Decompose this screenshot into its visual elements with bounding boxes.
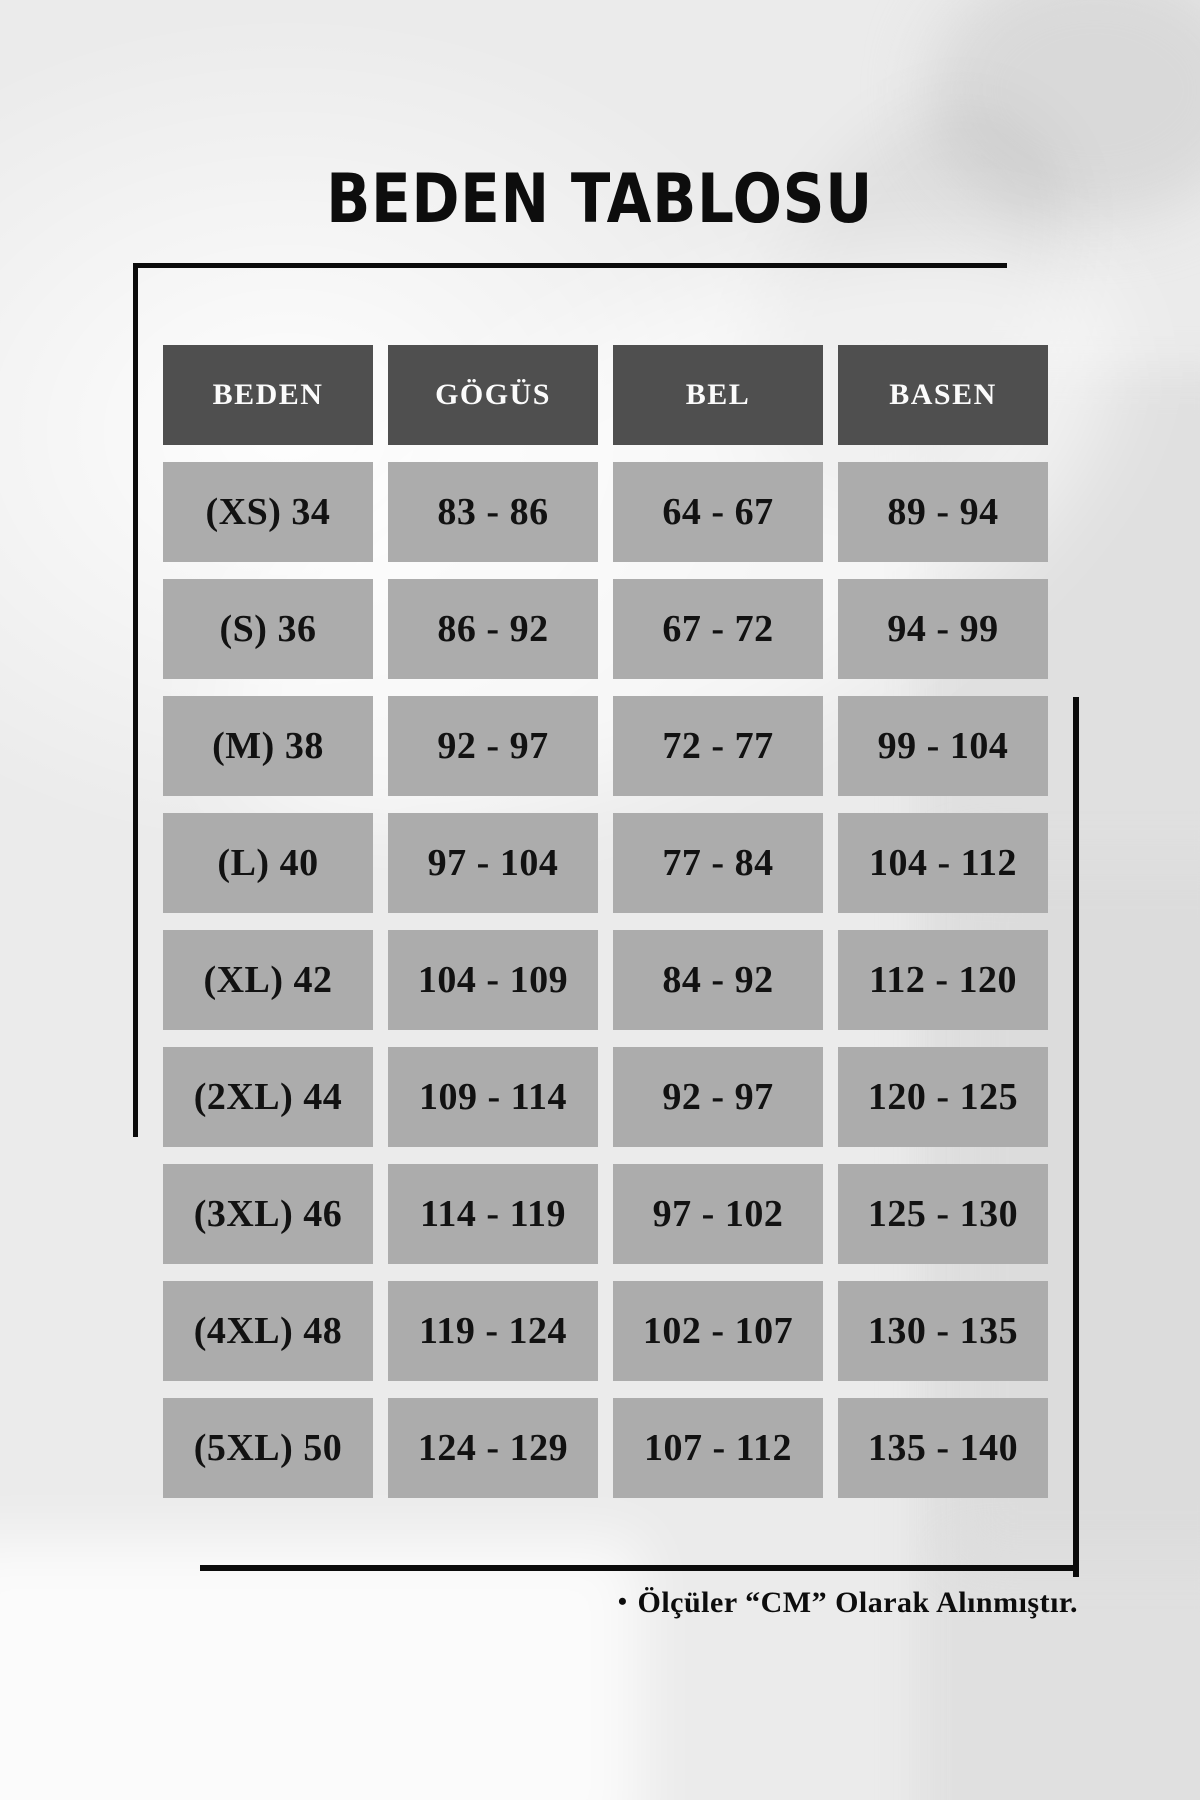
size-cell: 125 - 130 [838, 1164, 1048, 1264]
size-cell: 120 - 125 [838, 1047, 1048, 1147]
size-cell: 77 - 84 [613, 813, 823, 913]
note-text: Ölçüler “CM” Olarak Alınmıştır. [637, 1586, 1078, 1619]
bullet-icon: • [617, 1587, 628, 1616]
size-cell: 102 - 107 [613, 1281, 823, 1381]
col-header-bel: BEL [613, 345, 823, 445]
col-header-gogus: GÖGÜS [388, 345, 598, 445]
size-cell: 67 - 72 [613, 579, 823, 679]
frame-line-right [1073, 697, 1079, 1577]
page-title: BEDEN TABLOSU [326, 159, 874, 239]
size-table: BEDEN GÖGÜS BEL BASEN (XS) 34 83 - 86 64 -… [163, 345, 1048, 1498]
size-cell: 104 - 112 [838, 813, 1048, 913]
size-cell: 89 - 94 [838, 462, 1048, 562]
size-cell: (S) 36 [163, 579, 373, 679]
size-cell: 86 - 92 [388, 579, 598, 679]
size-cell: (XL) 42 [163, 930, 373, 1030]
frame-line-bottom [200, 1565, 1079, 1571]
size-cell: 92 - 97 [613, 1047, 823, 1147]
size-cell: (XS) 34 [163, 462, 373, 562]
frame-line-left [133, 263, 138, 1137]
size-cell: 72 - 77 [613, 696, 823, 796]
frame-line-top [133, 263, 1007, 268]
size-cell: 130 - 135 [838, 1281, 1048, 1381]
size-cell: (4XL) 48 [163, 1281, 373, 1381]
size-cell: 84 - 92 [613, 930, 823, 1030]
size-cell: 99 - 104 [838, 696, 1048, 796]
size-cell: (M) 38 [163, 696, 373, 796]
size-cell: 135 - 140 [838, 1398, 1048, 1498]
size-cell: (L) 40 [163, 813, 373, 913]
measurement-note: • Ölçüler “CM” Olarak Alınmıştır. [618, 1586, 1078, 1620]
size-cell: 114 - 119 [388, 1164, 598, 1264]
size-cell: 97 - 104 [388, 813, 598, 913]
col-header-beden: BEDEN [163, 345, 373, 445]
size-cell: 119 - 124 [388, 1281, 598, 1381]
size-cell: 64 - 67 [613, 462, 823, 562]
size-cell: 112 - 120 [838, 930, 1048, 1030]
size-cell: 104 - 109 [388, 930, 598, 1030]
size-cell: 107 - 112 [613, 1398, 823, 1498]
size-cell: (5XL) 50 [163, 1398, 373, 1498]
size-cell: 124 - 129 [388, 1398, 598, 1498]
size-cell: 109 - 114 [388, 1047, 598, 1147]
col-header-basen: BASEN [838, 345, 1048, 445]
size-cell: 92 - 97 [388, 696, 598, 796]
size-cell: 97 - 102 [613, 1164, 823, 1264]
size-cell: (2XL) 44 [163, 1047, 373, 1147]
size-cell: (3XL) 46 [163, 1164, 373, 1264]
background-bottom-glow [0, 1540, 640, 1800]
size-cell: 94 - 99 [838, 579, 1048, 679]
size-cell: 83 - 86 [388, 462, 598, 562]
